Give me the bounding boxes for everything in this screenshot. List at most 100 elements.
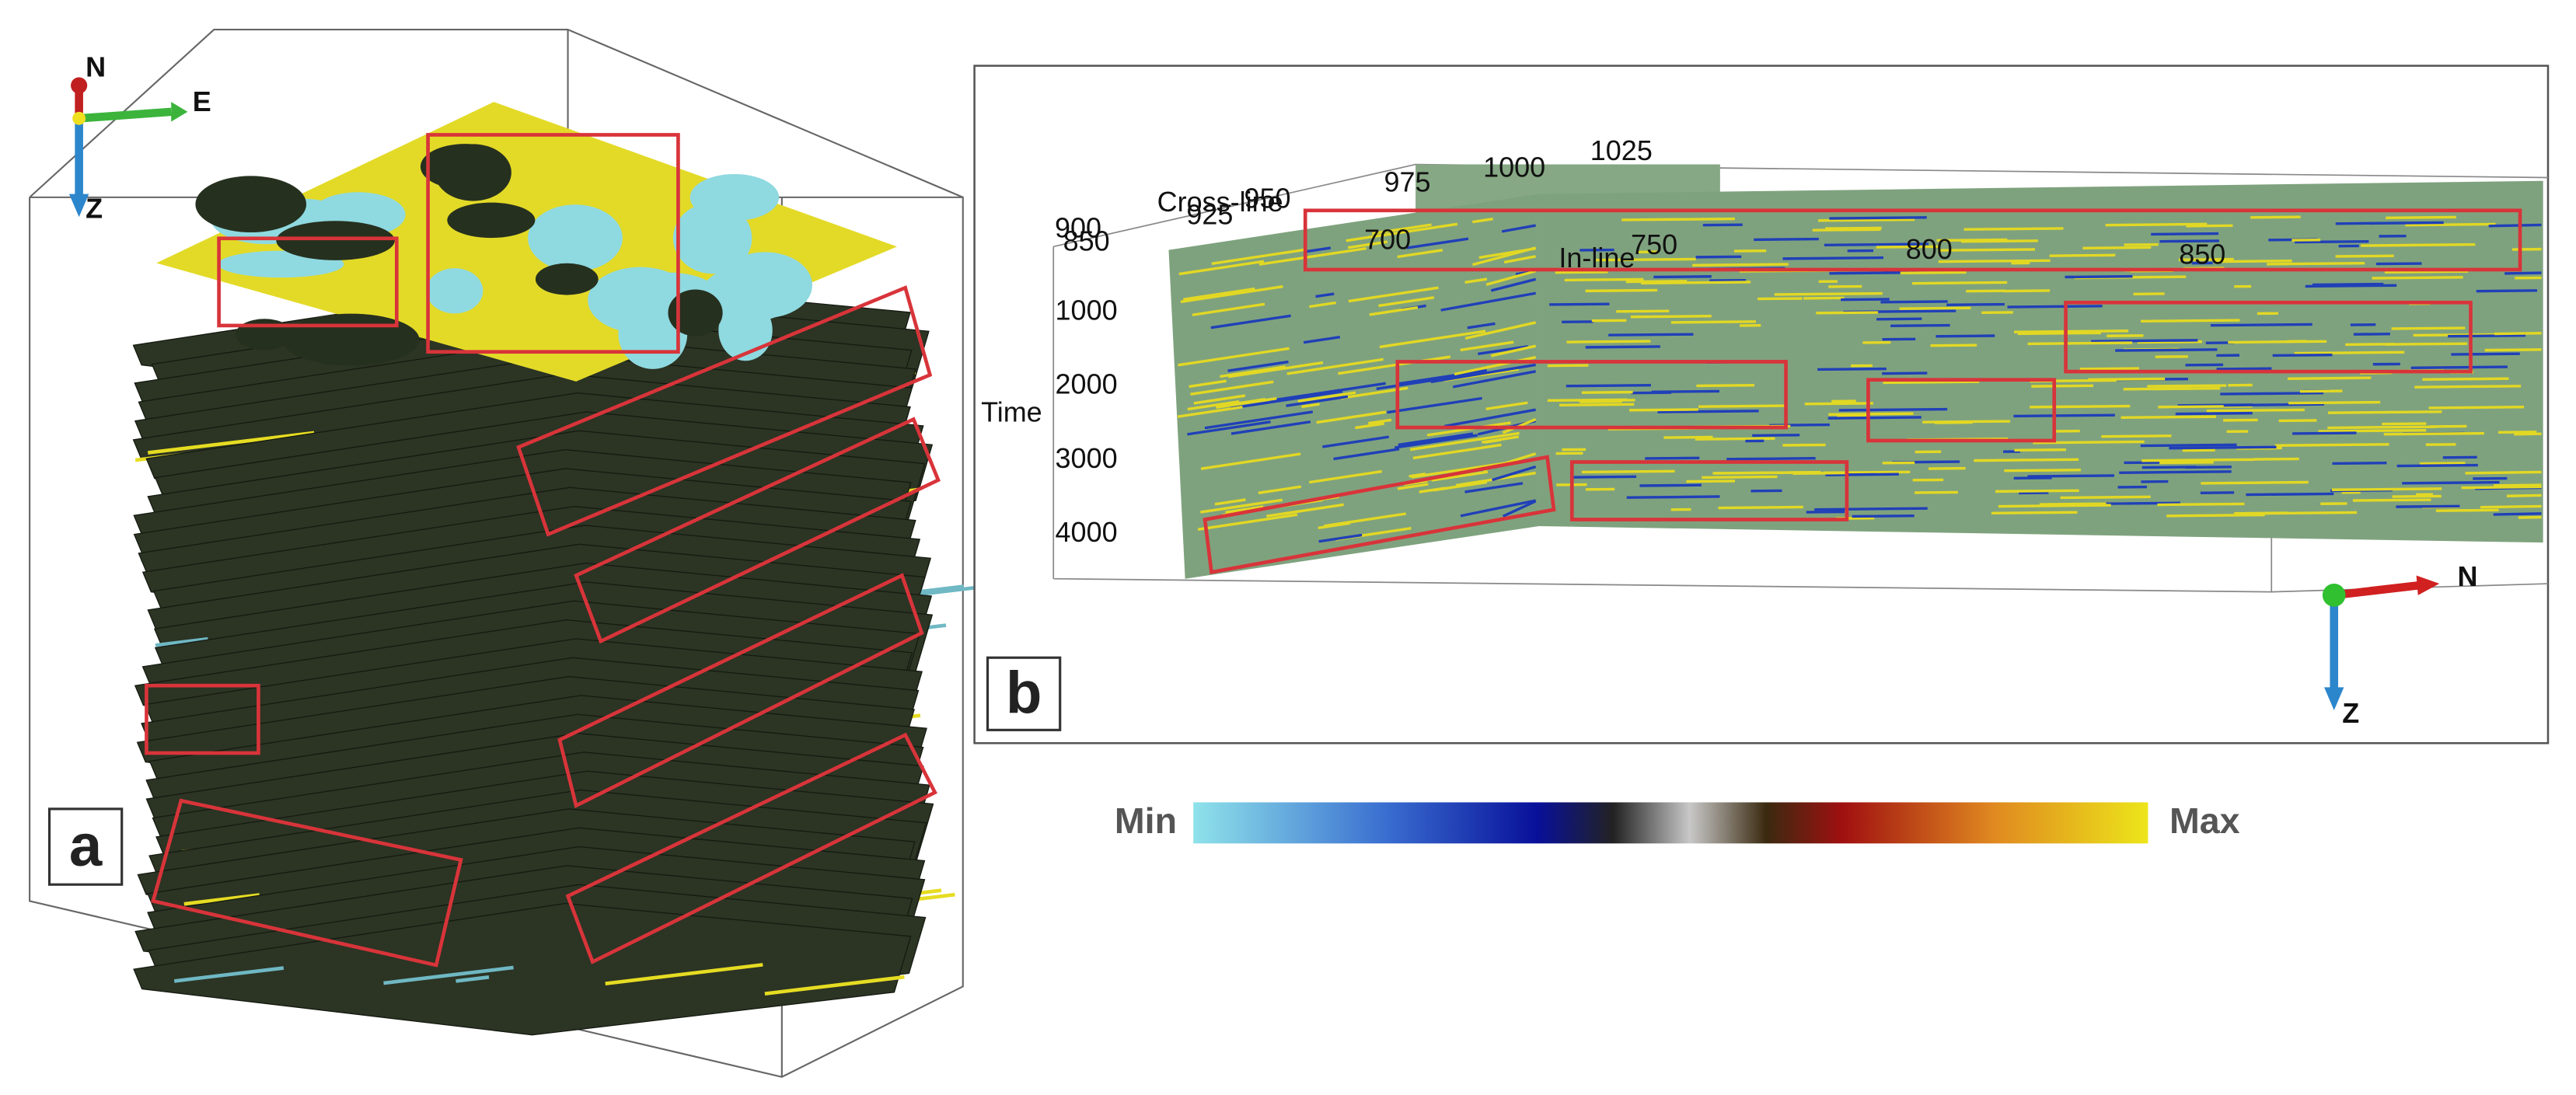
- seismic-streak: [2494, 483, 2542, 487]
- panel-label: a: [69, 813, 103, 879]
- seismic-streak: [1792, 471, 1848, 476]
- seismic-streak: [1782, 256, 1884, 260]
- seismic-streak: [1443, 408, 1536, 428]
- seismic-streak: [1301, 403, 1320, 409]
- seismic-streak: [1630, 315, 1712, 319]
- seismic-streak: [1214, 498, 1246, 506]
- axis-title: Cross-line: [1157, 186, 1283, 218]
- seismic-streak: [1485, 401, 1528, 410]
- slice-streak: [605, 963, 763, 985]
- seismic-streak: [2312, 282, 2384, 287]
- seismic-streak: [2480, 504, 2542, 509]
- highlight-box: [1202, 455, 1556, 574]
- slice-streak: [155, 636, 208, 647]
- seismic-streak: [1616, 309, 1670, 313]
- seismic-streak: [2223, 403, 2325, 407]
- seismic-streak: [1501, 224, 1536, 233]
- seismic-streak: [1686, 479, 1736, 483]
- seismic-streak: [1408, 473, 1426, 478]
- seismic-streak: [1333, 448, 1400, 461]
- panel-label: b: [1006, 660, 1042, 726]
- seismic-streak: [1852, 514, 1915, 518]
- seismic-streak: [1570, 475, 1637, 479]
- seismic-streak: [1197, 513, 1298, 532]
- axis-title: Time: [981, 396, 1042, 428]
- seismic-streak: [1960, 239, 2038, 243]
- seismic-streak: [1177, 405, 1243, 418]
- seismic-streak: [2494, 331, 2542, 336]
- compass-a: N E Z: [68, 51, 211, 224]
- seismic-streak: [2428, 406, 2525, 410]
- seismic-streak: [1804, 402, 1873, 406]
- seismic-streak: [1440, 291, 1536, 312]
- panel-label-box: [47, 807, 124, 886]
- highlight-box: [1866, 378, 2057, 443]
- seismic-streak: [2079, 367, 2139, 371]
- seismic-streak: [2267, 261, 2365, 266]
- seismic-streak: [2007, 305, 2103, 309]
- highlight-box: [574, 417, 941, 644]
- seismic-streak: [1460, 340, 1514, 352]
- seismic-streak: [1502, 500, 1537, 518]
- highlight-box: [426, 133, 680, 354]
- seismic-streak: [1318, 533, 1363, 543]
- seismic-streak: [1406, 237, 1469, 249]
- seismic-streak: [1963, 227, 2064, 231]
- slice: [133, 902, 912, 1036]
- seismic-streak: [1286, 395, 1349, 407]
- time-tick: 2000: [1056, 368, 1118, 400]
- seismic-streak: [1937, 248, 2036, 252]
- origin: [72, 111, 86, 125]
- arrow-head: [2416, 575, 2440, 595]
- seismic-streak: [1876, 245, 1940, 249]
- seismic-streak: [1817, 367, 1887, 371]
- seismic-streak: [1464, 277, 1488, 284]
- seismic-streak: [1204, 410, 1314, 430]
- seismic-streak: [1216, 396, 1277, 409]
- top-slice-dark: [235, 319, 294, 350]
- compass-b: N Z: [2322, 560, 2478, 729]
- seismic-streak: [2392, 494, 2442, 498]
- seismic-streak: [1818, 218, 1915, 222]
- seismic-streak: [1178, 260, 1265, 276]
- top-slice-dark: [435, 144, 511, 201]
- seismic-streak: [1348, 286, 1439, 303]
- arrow-head: [171, 102, 188, 122]
- seismic-streak: [2004, 469, 2081, 473]
- slice-streak: [383, 965, 514, 985]
- in-line-tick: 750: [1631, 228, 1677, 260]
- top-slice-cyan: [689, 173, 780, 221]
- seismic-streak: [2014, 330, 2129, 333]
- seismic-streak: [1490, 277, 1537, 292]
- seismic-streak: [2506, 493, 2542, 497]
- seismic-streak: [1752, 434, 1800, 438]
- top-slice-cyan: [528, 204, 623, 272]
- highlight-box: [1569, 460, 1849, 521]
- seismic-streak: [1211, 248, 1305, 265]
- seismic-streak: [2332, 462, 2387, 466]
- seismic-streak: [1631, 391, 1672, 395]
- seismic-streak: [2327, 410, 2442, 414]
- slice-streak: [764, 975, 905, 996]
- seismic-streak: [2014, 448, 2066, 452]
- seismic-streak: [1322, 435, 1390, 448]
- seismic-streak: [2385, 342, 2468, 346]
- seismic-streak: [1183, 287, 1255, 301]
- seismic-streak: [1696, 383, 1754, 388]
- seismic-streak: [2361, 242, 2476, 247]
- in-line-tick: 850: [2179, 239, 2225, 270]
- highlight-box: [565, 732, 937, 964]
- seismic-streak: [2105, 222, 2208, 227]
- seismic-streak: [2137, 340, 2202, 344]
- seismic-streak: [1394, 434, 1478, 449]
- seismic-streak: [1387, 396, 1482, 414]
- seismic-streak: [2186, 224, 2233, 228]
- seismic-streak: [1485, 270, 1537, 286]
- seismic-streak: [1411, 461, 1513, 479]
- seismic-streak: [1472, 217, 1493, 224]
- seismic-streak: [1555, 270, 1608, 274]
- seismic-streak: [1692, 263, 1789, 267]
- seismic-streak: [1670, 320, 1757, 324]
- seismic-streak: [1397, 249, 1443, 259]
